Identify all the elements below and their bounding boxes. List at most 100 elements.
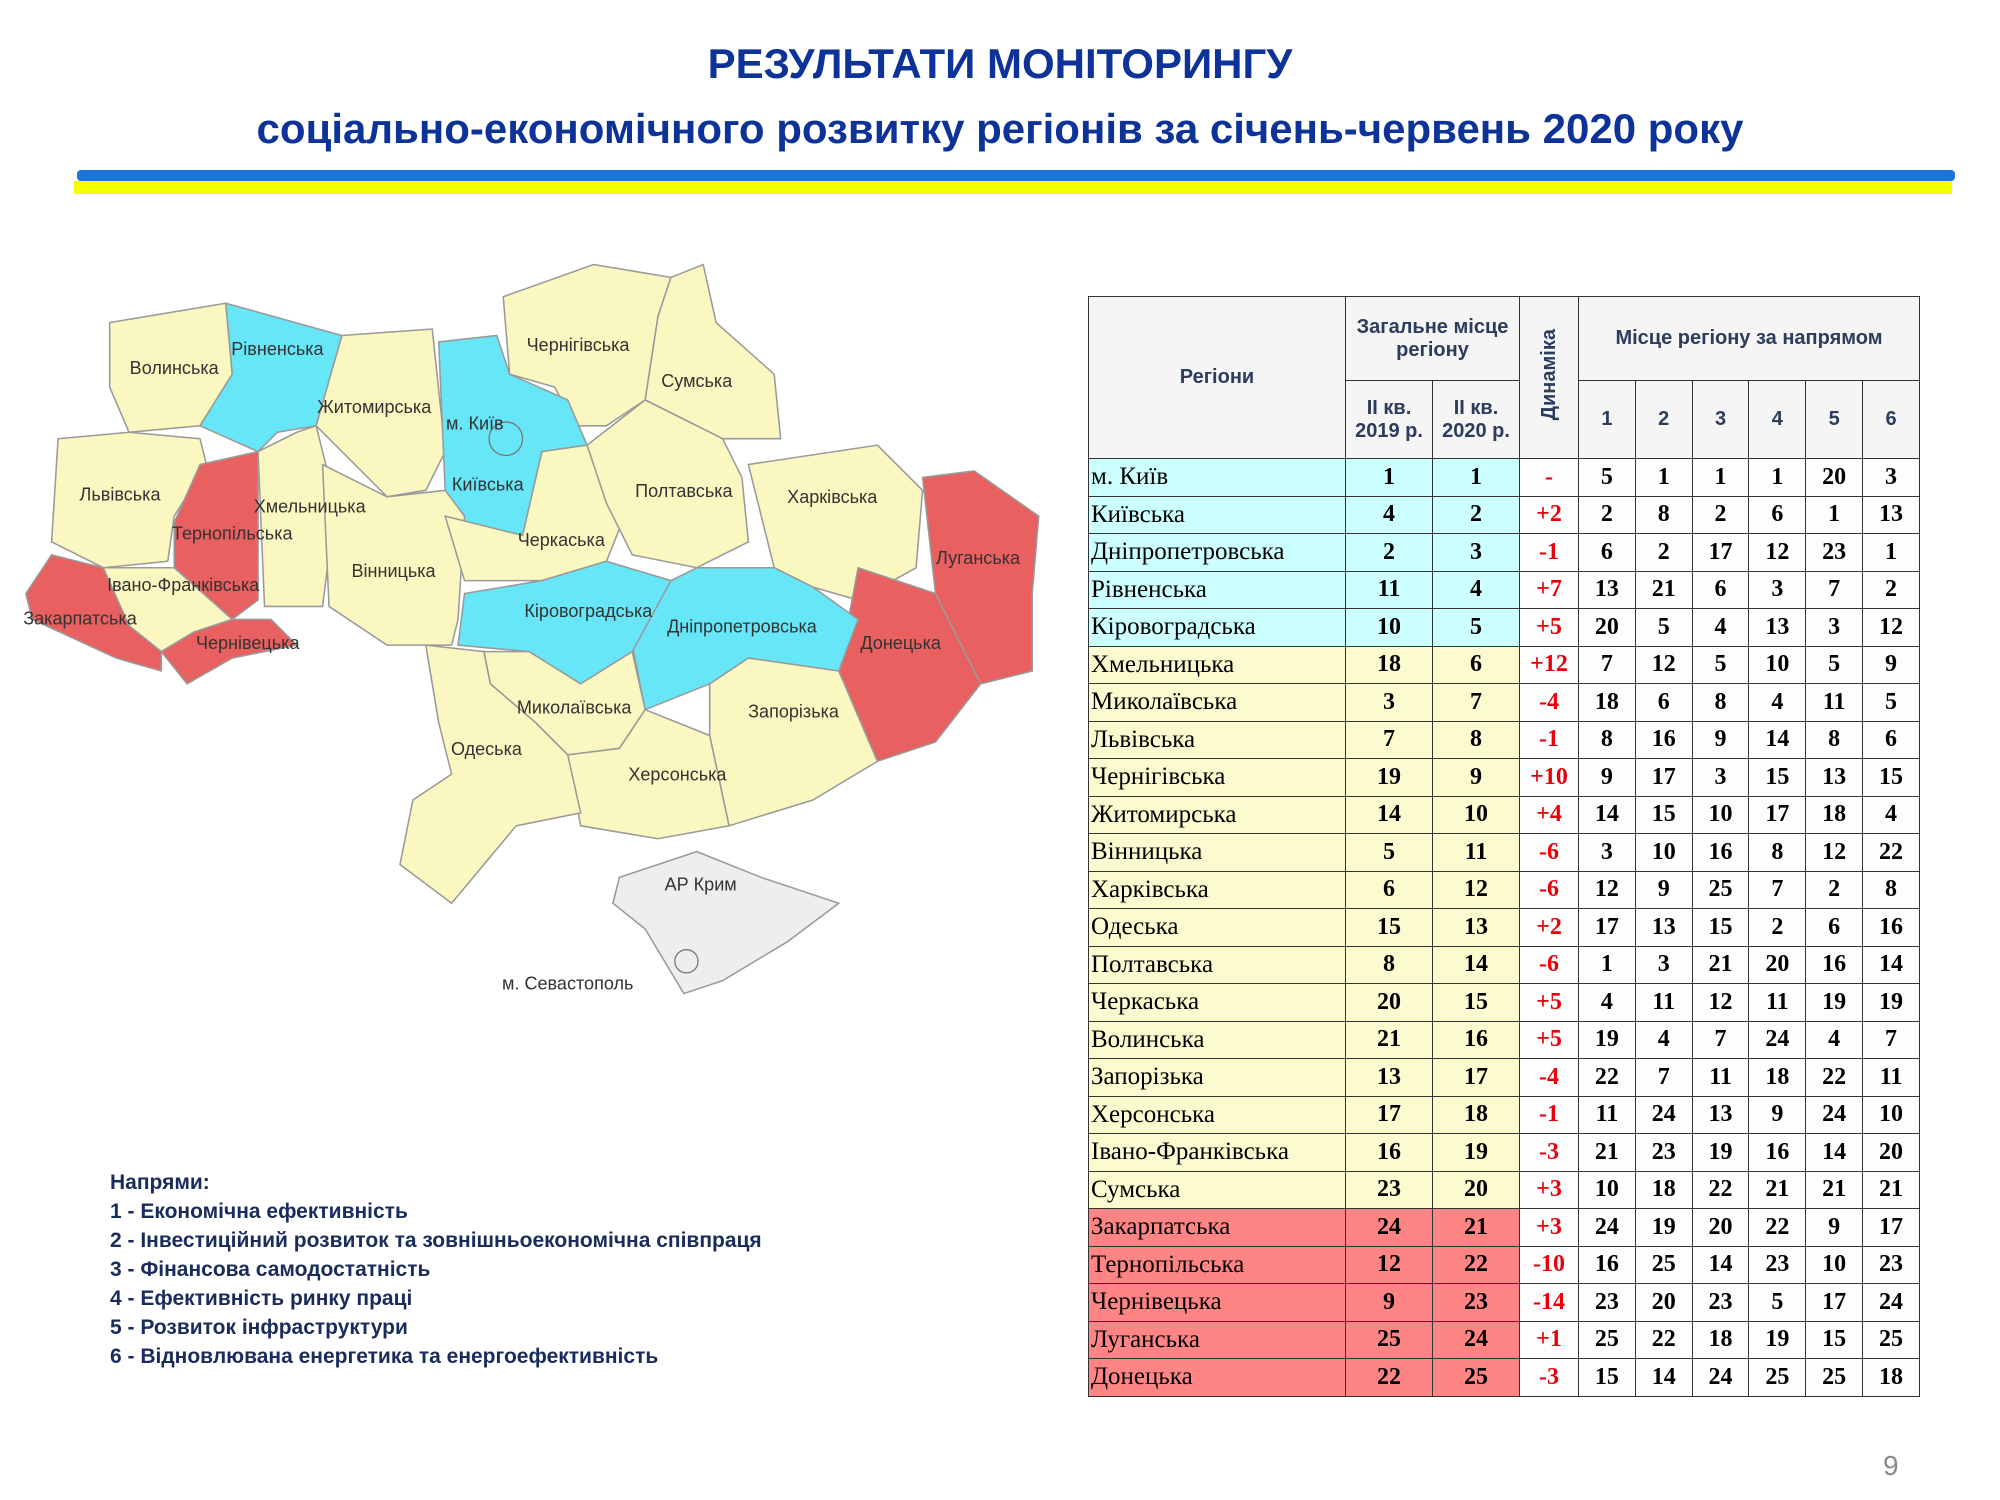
map-region-label: Миколаївська: [517, 698, 633, 718]
dynamics: -3: [1519, 1358, 1579, 1397]
map-region-label: Сумська: [661, 371, 733, 391]
direction-place-3: 15: [1691, 908, 1750, 947]
direction-place-4: 12: [1748, 533, 1807, 572]
dynamics: +5: [1519, 1020, 1579, 1059]
place-2020: 7: [1432, 683, 1520, 722]
direction-place-2: 18: [1634, 1170, 1693, 1209]
direction-place-4: 8: [1748, 833, 1807, 872]
place-2020: 5: [1432, 608, 1520, 647]
direction-place-1: 10: [1578, 1170, 1636, 1209]
place-2019: 10: [1345, 608, 1433, 647]
kyiv-city-label: м. Київ: [446, 414, 504, 434]
direction-place-3: 9: [1691, 720, 1750, 759]
direction-place-4: 25: [1748, 1358, 1807, 1397]
place-2020: 24: [1432, 1320, 1520, 1359]
direction-place-3: 7: [1691, 1020, 1750, 1059]
direction-place-3: 17: [1691, 533, 1750, 572]
direction-place-2: 21: [1634, 570, 1693, 609]
direction-place-3: 12: [1691, 983, 1750, 1022]
map-region-label: Львівська: [80, 485, 162, 505]
map-region-label: Вінницька: [351, 561, 436, 581]
direction-place-3: 2: [1691, 495, 1750, 534]
direction-place-4: 9: [1748, 1095, 1807, 1134]
direction-place-3: 5: [1691, 645, 1750, 684]
direction-place-2: 13: [1634, 908, 1693, 947]
place-2020: 16: [1432, 1020, 1520, 1059]
region-name: Кіровоградська: [1088, 608, 1346, 647]
direction-place-2: 20: [1634, 1283, 1693, 1322]
region-name: Івано-Франківська: [1088, 1133, 1346, 1172]
direction-place-6: 17: [1862, 1208, 1920, 1247]
direction-place-3: 11: [1691, 1058, 1750, 1097]
dynamics: -1: [1519, 720, 1579, 759]
region-name: Київська: [1088, 495, 1346, 534]
direction-place-1: 22: [1578, 1058, 1636, 1097]
place-2020: 2: [1432, 495, 1520, 534]
region-name: Закарпатська: [1088, 1208, 1346, 1247]
direction-place-6: 11: [1862, 1058, 1920, 1097]
dynamics: +3: [1519, 1170, 1579, 1209]
direction-place-4: 14: [1748, 720, 1807, 759]
direction-place-5: 21: [1805, 1170, 1864, 1209]
map-region-label: Кіровоградська: [524, 601, 653, 621]
direction-place-1: 12: [1578, 870, 1636, 909]
region-name: Дніпропетровська: [1088, 533, 1346, 572]
direction-place-1: 14: [1578, 795, 1636, 834]
place-2019: 8: [1345, 945, 1433, 984]
place-2019: 5: [1345, 833, 1433, 872]
header-direction-5: 5: [1805, 380, 1864, 459]
place-2019: 19: [1345, 758, 1433, 797]
table-row: Луганська 25 24 +1 25 22 18 19 15 25: [1088, 1320, 1920, 1359]
place-2019: 17: [1345, 1095, 1433, 1134]
map-region-label: Житомирська: [317, 397, 432, 417]
direction-place-3: 1: [1691, 458, 1750, 497]
direction-place-1: 23: [1578, 1283, 1636, 1322]
direction-place-1: 4: [1578, 983, 1636, 1022]
table-row: Полтавська 8 14 -6 1 3 21 20 16 14: [1088, 945, 1920, 984]
map-region-label: Херсонська: [628, 765, 727, 785]
direction-place-1: 8: [1578, 720, 1636, 759]
direction-place-4: 1: [1748, 458, 1807, 497]
direction-place-4: 10: [1748, 645, 1807, 684]
direction-place-2: 7: [1634, 1058, 1693, 1097]
direction-place-5: 1: [1805, 495, 1864, 534]
page-title: РЕЗУЛЬТАТИ МОНІТОРИНГУ: [707, 40, 1293, 87]
direction-place-6: 14: [1862, 945, 1920, 984]
place-2019: 25: [1345, 1320, 1433, 1359]
map-region: [160, 618, 299, 685]
table-row: Чернівецька 9 23 -14 23 20 23 5 17 24: [1088, 1283, 1920, 1322]
place-2020: 3: [1432, 533, 1520, 572]
place-2020: 22: [1432, 1245, 1520, 1284]
map-region-label: АР Крим: [665, 874, 737, 894]
direction-place-6: 12: [1862, 608, 1920, 647]
map-region-label: Одеська: [451, 739, 523, 759]
map-region-label: Дніпропетровська: [667, 616, 818, 636]
header-q2019: ІІ кв. 2019 р.: [1345, 380, 1433, 459]
direction-place-5: 8: [1805, 720, 1864, 759]
directions-legend: Напрями: 1 - Економічна ефективність 2 - …: [110, 1168, 762, 1371]
direction-place-5: 9: [1805, 1208, 1864, 1247]
region-name: Волинська: [1088, 1020, 1346, 1059]
header-direction-4: 4: [1748, 380, 1807, 459]
map-region-label: Черкаська: [518, 530, 606, 550]
ranking-table: Регіони Загальне місце регіону Динаміка …: [1088, 296, 1920, 1397]
table-row: Київська 4 2 +2 2 8 2 6 1 13: [1088, 495, 1920, 534]
direction-place-5: 4: [1805, 1020, 1864, 1059]
direction-place-5: 5: [1805, 645, 1864, 684]
map-region-label: Чернігівська: [527, 335, 631, 355]
direction-place-1: 20: [1578, 608, 1636, 647]
dynamics: +5: [1519, 983, 1579, 1022]
place-2019: 6: [1345, 870, 1433, 909]
direction-place-4: 21: [1748, 1170, 1807, 1209]
map-region: [566, 708, 730, 840]
dynamics: +7: [1519, 570, 1579, 609]
table-row: Дніпропетровська 2 3 -1 6 2 17 12 23 1: [1088, 533, 1920, 572]
table-row: Одеська 15 13 +2 17 13 15 2 6 16: [1088, 908, 1920, 947]
direction-place-6: 4: [1862, 795, 1920, 834]
direction-place-2: 1: [1634, 458, 1693, 497]
direction-place-1: 25: [1578, 1320, 1636, 1359]
dynamics: -10: [1519, 1245, 1579, 1284]
place-2019: 11: [1345, 570, 1433, 609]
place-2020: 20: [1432, 1170, 1520, 1209]
table-row: Волинська 21 16 +5 19 4 7 24 4 7: [1088, 1020, 1920, 1059]
